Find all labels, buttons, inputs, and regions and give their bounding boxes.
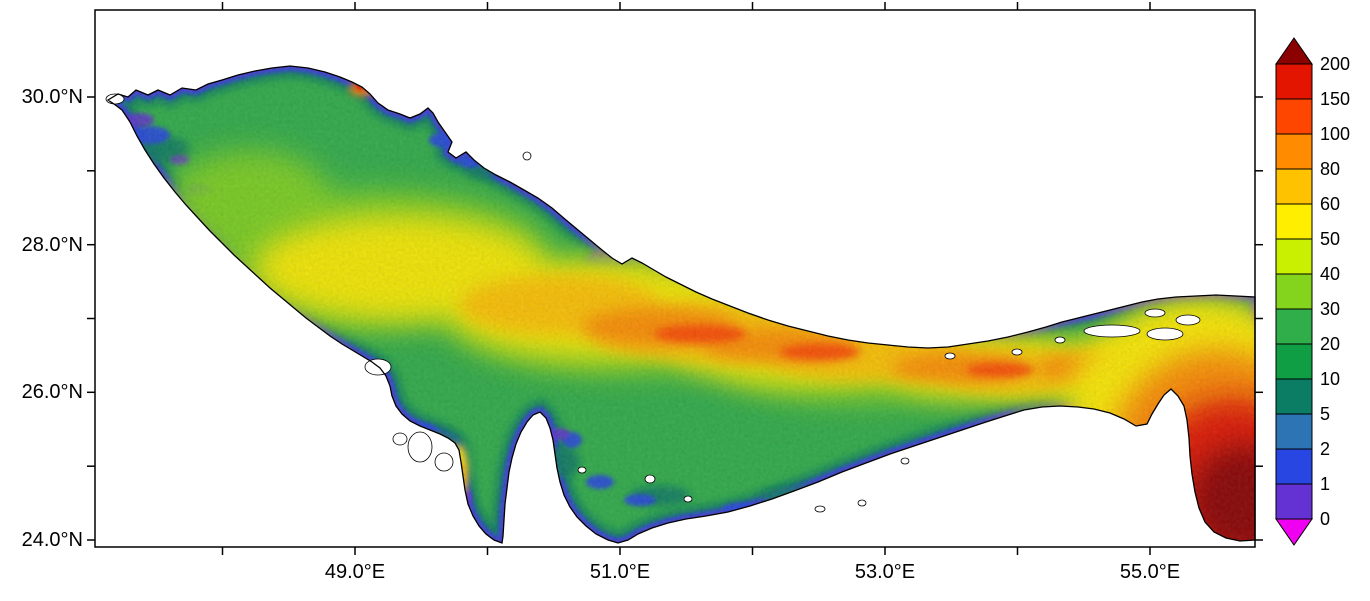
colorbar-cell [1275,483,1313,520]
colorbar-tick-label: 80 [1320,159,1340,179]
colorbar-cell [1275,413,1313,450]
x-tick-label: 53.0°E [855,561,915,583]
colorbar-cell [1275,343,1313,380]
colorbar-tick-label: 10 [1320,369,1340,389]
colorbar-cell [1275,63,1313,100]
colorbar-tick-label: 0 [1320,509,1330,529]
plot-frame [94,9,1256,548]
y-tick-label: 30.0°N [22,86,83,108]
colorbar-tick-label: 100 [1320,124,1350,144]
colorbar: 200 150 100 80 60 50 40 30 20 10 5 2 1 0 [1275,37,1350,546]
colorbar-cell [1275,203,1313,240]
colorbar-cell [1275,98,1313,135]
colorbar-cell [1275,448,1313,485]
colorbar-labels: 200 150 100 80 60 50 40 30 20 10 5 2 1 0 [1320,54,1350,529]
colorbar-cell [1275,168,1313,205]
colorbar-tick-label: 50 [1320,229,1340,249]
colorbar-cell [1275,133,1313,170]
x-tick-label: 49.0°E [325,561,385,583]
colorbar-over-triangle [1275,37,1313,65]
y-axis-labels: 30.0°N 28.0°N 26.0°N 24.0°N [22,86,83,551]
colorbar-tick-label: 20 [1320,334,1340,354]
colorbar-tick-label: 40 [1320,264,1340,284]
x-axis-labels: 49.0°E 51.0°E 53.0°E 55.0°E [325,561,1180,583]
colorbar-cell [1275,238,1313,275]
colorbar-cell [1275,308,1313,345]
y-tick-label: 24.0°N [22,529,83,551]
y-tick-label: 26.0°N [22,381,83,403]
x-tick-label: 55.0°E [1120,561,1180,583]
colorbar-cell [1275,273,1313,310]
colorbar-tick-label: 5 [1320,404,1330,424]
colorbar-tick-label: 30 [1320,299,1340,319]
axis-ticks [87,2,1263,555]
colorbar-under-triangle [1275,518,1313,546]
speckle-light [108,66,1255,543]
colorbar-tick-label: 60 [1320,194,1340,214]
x-tick-label: 51.0°E [590,561,650,583]
islands [105,93,1201,513]
colorbar-cell [1275,378,1313,415]
gulf-depth-field [108,66,1255,543]
colorbar-tick-label: 150 [1320,89,1350,109]
colorbar-tick-label: 1 [1320,474,1330,494]
colorbar-tick-label: 2 [1320,439,1330,459]
y-tick-label: 28.0°N [22,234,83,256]
colorbar-tick-label: 200 [1320,54,1350,74]
